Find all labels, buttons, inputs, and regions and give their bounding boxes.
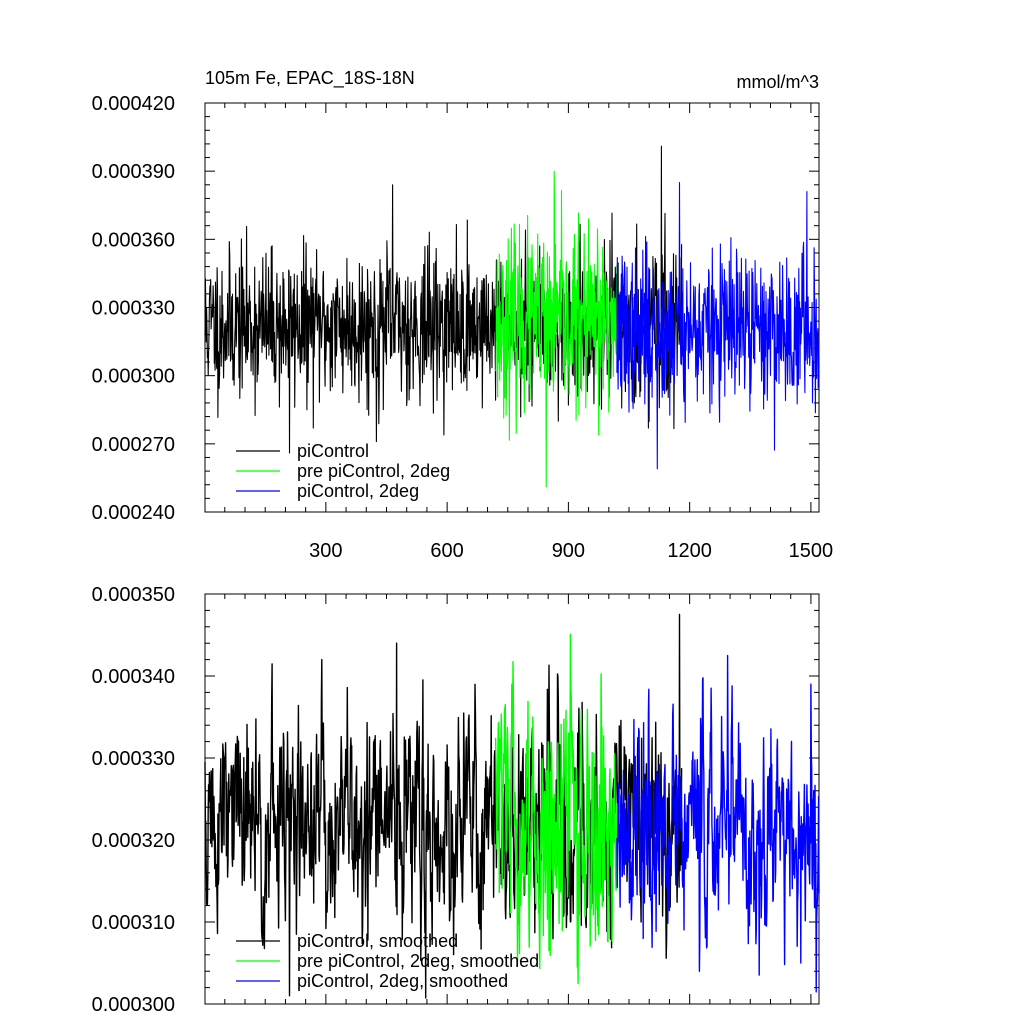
y-tick-label: 0.000300	[92, 994, 175, 1016]
y-tick-label: 0.000270	[92, 434, 175, 456]
x-tick-label: 1200	[667, 540, 712, 562]
top-chart-units: mmol/m^3	[737, 72, 819, 92]
legend-label-piControl: piControl	[297, 441, 369, 461]
x-tick-label: 900	[552, 540, 585, 562]
top-axis-ticks: 300 600 900 1200 1500 0.000240 0.000270 0.00030…	[92, 93, 834, 562]
series-line-pre-picontrol-2deg-smoothed	[494, 633, 618, 985]
bottom-series-group	[204, 613, 820, 999]
x-tick-label: 300	[309, 540, 342, 562]
y-tick-label: 0.000240	[92, 502, 175, 524]
x-tick-label: 1500	[789, 540, 834, 562]
y-tick-label: 0.000340	[92, 666, 175, 688]
y-tick-label: 0.000300	[92, 366, 175, 388]
series-line-picontrol-2deg-smoothed	[616, 654, 820, 993]
legend-label-piControl-smoothed: piControl, smoothed	[297, 931, 458, 951]
y-tick-label: 0.000320	[92, 830, 175, 852]
legend-label-piControl-2deg-smoothed: piControl, 2deg, smoothed	[297, 971, 508, 991]
legend-label-pre-piControl-2deg: pre piControl, 2deg	[297, 461, 450, 481]
bottom-panel: 0.000300 0.000310 0.000320 0.000330 0.000340…	[92, 584, 820, 1016]
y-tick-label: 0.000330	[92, 748, 175, 770]
y-tick-label: 0.000420	[92, 93, 175, 115]
top-legend: piControl pre piControl, 2deg piControl,…	[236, 441, 450, 501]
series-line-picontrol-2deg	[616, 181, 820, 470]
x-tick-label: 600	[430, 540, 463, 562]
top-chart-title: 105m Fe, EPAC_18S-18N	[205, 68, 415, 89]
y-tick-label: 0.000390	[92, 161, 175, 183]
y-tick-label: 0.000350	[92, 584, 175, 606]
series-line-picontrol	[204, 145, 683, 454]
legend-label-pre-piControl-2deg-smoothed: pre piControl, 2deg, smoothed	[297, 951, 539, 971]
bottom-legend: piControl, smoothed pre piControl, 2deg,…	[236, 931, 539, 991]
y-tick-label: 0.000330	[92, 298, 175, 320]
y-tick-label: 0.000360	[92, 229, 175, 251]
bottom-axis-ticks: 0.000300 0.000310 0.000320 0.000330 0.000340…	[92, 584, 819, 1016]
top-panel: 105m Fe, EPAC_18S-18N mmol/m^3 300 600 900…	[92, 68, 834, 562]
y-tick-label: 0.000310	[92, 912, 175, 934]
legend-label-piControl-2deg: piControl, 2deg	[297, 481, 419, 501]
series-line-pre-picontrol-2deg	[495, 170, 618, 488]
top-series-group	[204, 145, 820, 488]
